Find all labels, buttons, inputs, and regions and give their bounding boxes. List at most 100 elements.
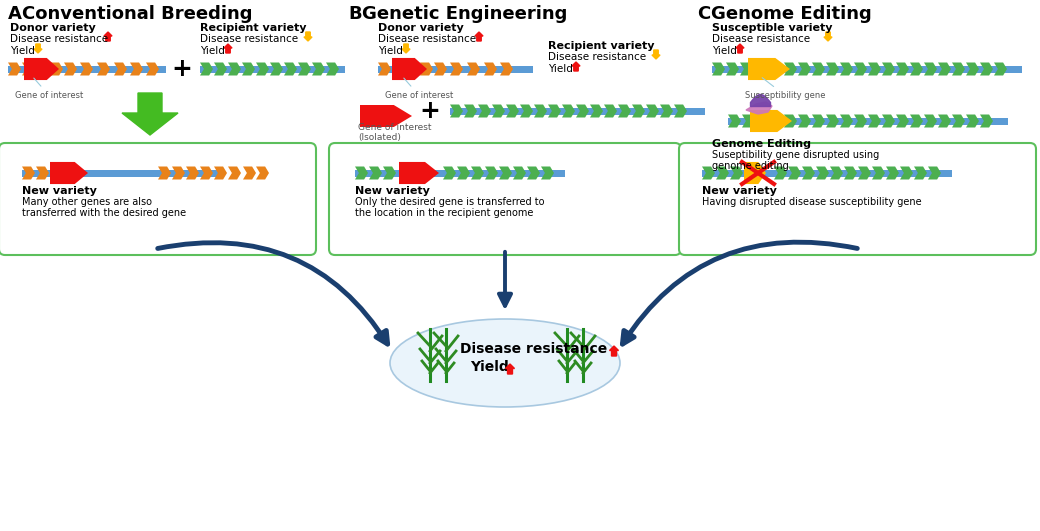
- Polygon shape: [966, 115, 979, 127]
- Text: Recipient variety: Recipient variety: [548, 41, 654, 51]
- Text: New variety: New variety: [22, 186, 97, 196]
- Text: Disease resistance: Disease resistance: [378, 34, 476, 44]
- Polygon shape: [475, 32, 483, 41]
- Polygon shape: [256, 167, 269, 179]
- Polygon shape: [702, 167, 716, 179]
- Bar: [22, 169, 222, 176]
- Polygon shape: [924, 63, 937, 75]
- Bar: [728, 117, 1008, 124]
- Polygon shape: [450, 105, 463, 117]
- Polygon shape: [97, 63, 110, 75]
- Polygon shape: [830, 167, 843, 179]
- Polygon shape: [872, 167, 885, 179]
- Text: C: C: [697, 5, 710, 23]
- Polygon shape: [728, 115, 740, 127]
- Polygon shape: [840, 115, 853, 127]
- Polygon shape: [562, 105, 575, 117]
- Polygon shape: [910, 63, 924, 75]
- Polygon shape: [36, 63, 49, 75]
- Polygon shape: [312, 63, 324, 75]
- Polygon shape: [886, 167, 899, 179]
- Polygon shape: [952, 115, 965, 127]
- Polygon shape: [378, 63, 391, 75]
- Polygon shape: [464, 105, 477, 117]
- Polygon shape: [770, 63, 783, 75]
- Polygon shape: [854, 115, 867, 127]
- Bar: [712, 65, 1022, 73]
- Polygon shape: [802, 167, 815, 179]
- Polygon shape: [114, 63, 127, 75]
- Polygon shape: [492, 105, 505, 117]
- FancyArrowPatch shape: [622, 242, 857, 344]
- Polygon shape: [900, 167, 913, 179]
- Bar: [200, 65, 345, 73]
- Text: Gene of interest: Gene of interest: [385, 78, 453, 100]
- Text: Genome Editing: Genome Editing: [711, 5, 872, 23]
- Text: +: +: [419, 99, 440, 123]
- Polygon shape: [298, 63, 311, 75]
- Text: Disease resistance: Disease resistance: [200, 34, 298, 44]
- Polygon shape: [284, 63, 297, 75]
- Polygon shape: [520, 105, 534, 117]
- Polygon shape: [812, 63, 825, 75]
- Polygon shape: [726, 63, 739, 75]
- Polygon shape: [172, 167, 185, 179]
- Polygon shape: [383, 167, 396, 179]
- Polygon shape: [505, 364, 515, 374]
- Text: Disease resistance: Disease resistance: [712, 34, 810, 44]
- Text: Conventional Breeding: Conventional Breeding: [22, 5, 253, 23]
- Polygon shape: [478, 105, 491, 117]
- Polygon shape: [980, 115, 993, 127]
- Text: Suseptibility gene disrupted using: Suseptibility gene disrupted using: [712, 150, 879, 160]
- Polygon shape: [748, 58, 790, 80]
- Polygon shape: [896, 115, 909, 127]
- Polygon shape: [660, 105, 673, 117]
- Polygon shape: [471, 167, 484, 179]
- Polygon shape: [506, 105, 519, 117]
- Text: Having disrupted disease susceptibility gene: Having disrupted disease susceptibility …: [702, 197, 921, 207]
- Polygon shape: [50, 63, 63, 75]
- Polygon shape: [8, 63, 21, 75]
- Polygon shape: [882, 115, 895, 127]
- Text: Susceptible variety: Susceptible variety: [712, 23, 832, 33]
- Polygon shape: [256, 63, 269, 75]
- Polygon shape: [399, 162, 439, 184]
- Text: the location in the recipient genome: the location in the recipient genome: [355, 208, 534, 218]
- Text: Disease resistance: Disease resistance: [548, 52, 646, 62]
- Polygon shape: [730, 167, 743, 179]
- Polygon shape: [242, 63, 255, 75]
- Polygon shape: [513, 167, 526, 179]
- Text: Only the desired gene is transferred to: Only the desired gene is transferred to: [355, 197, 545, 207]
- Polygon shape: [882, 63, 895, 75]
- Polygon shape: [770, 115, 783, 127]
- FancyBboxPatch shape: [679, 143, 1036, 255]
- Polygon shape: [457, 167, 470, 179]
- Polygon shape: [812, 115, 825, 127]
- Polygon shape: [798, 63, 811, 75]
- Polygon shape: [360, 105, 412, 127]
- Polygon shape: [652, 50, 660, 59]
- Polygon shape: [146, 63, 159, 75]
- Polygon shape: [736, 44, 744, 53]
- Polygon shape: [632, 105, 645, 117]
- Text: Donor variety: Donor variety: [10, 23, 96, 33]
- Polygon shape: [484, 63, 497, 75]
- Text: Yield: Yield: [470, 360, 509, 374]
- Polygon shape: [742, 115, 755, 127]
- Text: +: +: [172, 57, 192, 81]
- Text: transferred with the desired gene: transferred with the desired gene: [22, 208, 186, 218]
- Polygon shape: [646, 105, 659, 117]
- Polygon shape: [854, 63, 867, 75]
- Polygon shape: [443, 167, 456, 179]
- Text: Disease resistance: Disease resistance: [460, 342, 607, 356]
- Polygon shape: [712, 63, 725, 75]
- Polygon shape: [924, 115, 937, 127]
- Polygon shape: [392, 63, 405, 75]
- Polygon shape: [434, 63, 447, 75]
- Polygon shape: [186, 167, 199, 179]
- Bar: [702, 169, 952, 176]
- Text: Disease resistance: Disease resistance: [10, 34, 108, 44]
- Polygon shape: [527, 167, 540, 179]
- Text: Gene of interest: Gene of interest: [358, 123, 432, 132]
- Polygon shape: [750, 110, 792, 132]
